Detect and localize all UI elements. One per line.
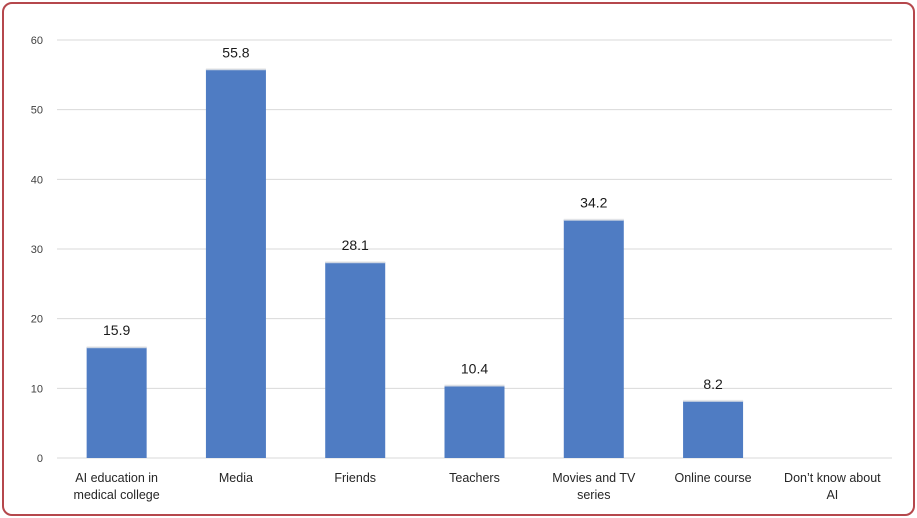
bar-2 (325, 262, 386, 458)
x-tick-label-4-line-0: Movies and TV (552, 471, 636, 485)
data-label-4: 34.2 (580, 195, 607, 211)
y-tick-label-20: 20 (31, 314, 43, 326)
x-tick-label-6-line-0: Don’t know about (784, 471, 881, 485)
bar-cap-1 (205, 68, 266, 71)
x-tick-label-6-line-1: AI (826, 488, 838, 502)
y-tick-label-30: 30 (31, 244, 43, 256)
y-tick-label-0: 0 (37, 453, 43, 465)
bar-5 (683, 400, 744, 458)
bar-cap-3 (444, 384, 505, 387)
bar-cap-4 (563, 218, 624, 221)
bar-cap-0 (86, 346, 147, 349)
bar-0 (86, 347, 147, 458)
y-tick-label-40: 40 (31, 174, 43, 186)
bar-cap-5 (683, 399, 744, 402)
data-label-0: 15.9 (103, 322, 130, 338)
y-tick-label-10: 10 (31, 383, 43, 395)
bar-1 (205, 69, 266, 458)
bar-cap-2 (325, 261, 386, 264)
y-tick-label-50: 50 (31, 105, 43, 117)
y-tick-label-60: 60 (31, 35, 43, 47)
x-tick-label-3-line-0: Teachers (449, 471, 500, 485)
data-label-3: 10.4 (461, 361, 488, 377)
bar-chart: 0 10 20 30 40 50 60 15.9 AI education in medical … (31, 35, 892, 502)
x-tick-label-4-line-1: series (577, 488, 610, 502)
bar-3 (444, 385, 505, 458)
data-label-2: 28.1 (342, 237, 369, 253)
data-label-5: 8.2 (703, 376, 723, 392)
x-tick-label-5-line-0: Online course (675, 471, 752, 485)
data-label-1: 55.8 (222, 44, 249, 60)
x-tick-label-1-line-0: Media (219, 471, 253, 485)
x-tick-label-0-line-1: medical college (74, 488, 160, 502)
bar-4 (563, 219, 624, 458)
x-tick-label-0-line-0: AI education in (75, 471, 158, 485)
x-tick-label-2-line-0: Friends (334, 471, 376, 485)
